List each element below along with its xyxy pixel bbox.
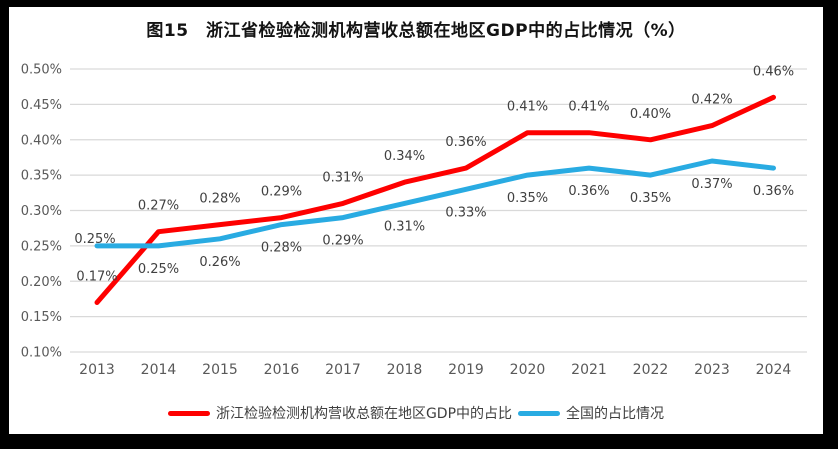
- data-label: 0.41%: [568, 100, 609, 115]
- y-tick-label: 0.15%: [21, 310, 62, 325]
- x-tick-label: 2020: [510, 362, 546, 378]
- y-tick-label: 0.45%: [21, 98, 62, 113]
- x-tick-label: 2023: [694, 362, 730, 378]
- data-label: 0.42%: [691, 93, 732, 108]
- legend-swatch-zhejiang: [167, 410, 210, 416]
- data-label: 0.33%: [445, 205, 486, 220]
- y-tick-label: 0.40%: [21, 133, 62, 148]
- data-label: 0.35%: [507, 191, 548, 206]
- x-tick-label: 2014: [141, 362, 177, 378]
- data-label: 0.17%: [76, 269, 117, 284]
- y-tick-label: 0.20%: [21, 275, 62, 290]
- data-label: 0.37%: [691, 177, 732, 192]
- data-label: 0.25%: [74, 232, 115, 247]
- series-line-0: [94, 94, 776, 305]
- y-tick-label: 0.10%: [21, 346, 62, 361]
- x-tick-label: 2013: [79, 362, 115, 378]
- data-label: 0.26%: [199, 255, 240, 270]
- data-label: 0.27%: [138, 199, 179, 214]
- x-tick-label: 2021: [571, 362, 607, 378]
- data-label: 0.28%: [199, 192, 240, 207]
- x-tick-label: 2024: [756, 362, 792, 378]
- data-label: 0.31%: [384, 219, 425, 234]
- legend-label-national: 全国的占比情况: [566, 406, 665, 422]
- data-label: 0.25%: [138, 262, 179, 277]
- data-label: 0.36%: [568, 184, 609, 199]
- chart-legend: 浙江检验检测机构营收总额在地区GDP中的占比 全国的占比情况: [9, 403, 823, 423]
- series-line-1: [94, 158, 776, 249]
- data-label: 0.36%: [445, 135, 486, 150]
- data-label: 0.29%: [322, 234, 363, 249]
- data-label: 0.35%: [630, 191, 671, 206]
- chart-plot-area: 0.50% 0.45% 0.40% 0.35% 0.30% 0.25% 0.20% 0.15%…: [21, 63, 807, 378]
- data-label: 0.29%: [261, 185, 302, 200]
- legend-label-zhejiang: 浙江检验检测机构营收总额在地区GDP中的占比: [215, 406, 513, 422]
- chart-title: 图15 浙江省检验检测机构营收总额在地区GDP中的占比情况（%）: [146, 21, 686, 41]
- data-label: 0.34%: [384, 149, 425, 164]
- legend-swatch-national: [518, 410, 561, 416]
- data-label: 0.36%: [753, 184, 794, 199]
- data-label: 0.40%: [630, 107, 671, 122]
- y-tick-label: 0.25%: [21, 239, 62, 254]
- x-tick-label: 2015: [202, 362, 238, 378]
- x-tick-label: 2016: [264, 362, 300, 378]
- data-label: 0.28%: [261, 241, 302, 256]
- y-tick-label: 0.30%: [21, 204, 62, 219]
- x-tick-label: 2018: [387, 362, 423, 378]
- x-tick-label: 2022: [633, 362, 669, 378]
- data-label: 0.46%: [753, 64, 794, 79]
- data-label: 0.31%: [322, 170, 363, 185]
- x-tick-label: 2019: [448, 362, 484, 378]
- data-label: 0.41%: [507, 100, 548, 115]
- y-tick-label: 0.50%: [21, 63, 62, 78]
- y-tick-label: 0.35%: [21, 169, 62, 184]
- x-tick-label: 2017: [325, 362, 361, 378]
- chart-figure: 图15 浙江省检验检测机构营收总额在地区GDP中的占比情况（%） 0.50% 0.…: [9, 7, 823, 434]
